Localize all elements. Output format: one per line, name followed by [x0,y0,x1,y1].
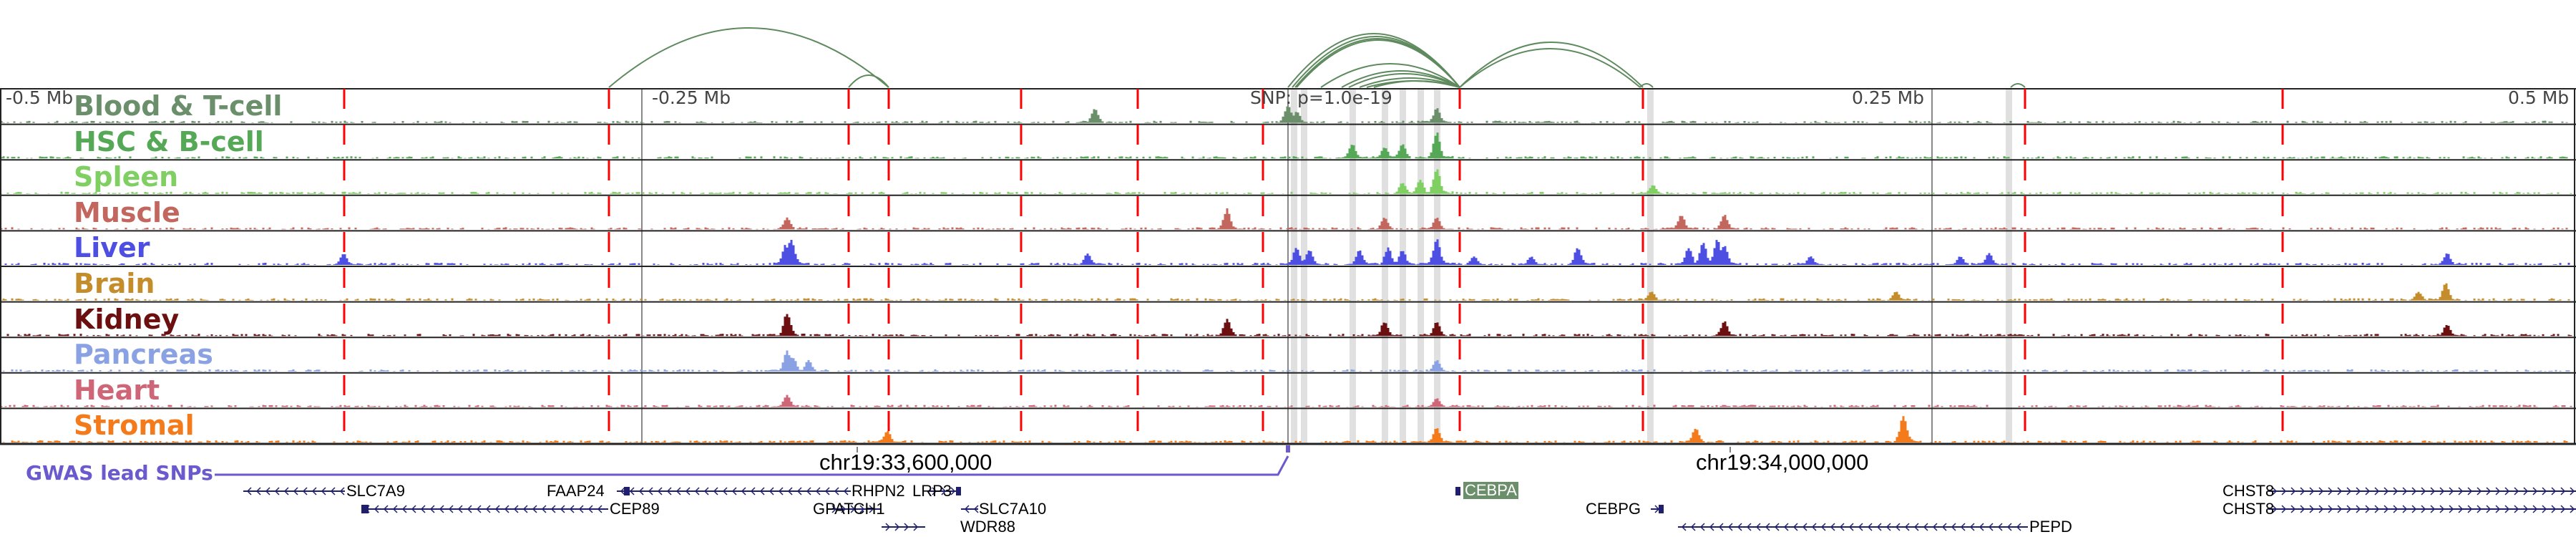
gwas-snp-connector [215,455,1289,476]
axis-label-minus-quarter: -0.25 Mb [652,87,731,108]
axis-label-snp: SNP: p=1.0e-19 [1250,87,1392,108]
gene-model-rhpn2[interactable] [617,487,851,495]
strand-arrow-icon [1681,523,2021,531]
gene-label-cep89[interactable]: CEP89 [610,500,660,518]
signal-track-path [0,106,2568,123]
strand-arrow-icon [246,487,345,495]
strand-arrow-icon [932,487,956,495]
chromatin-loop-arc [1459,48,1641,88]
signal-track-path [0,169,2572,194]
gene-label-chst8-2[interactable]: CHST8 [2223,500,2275,518]
chromatin-loop-arc [1459,42,1644,88]
gene-label-slc7a9[interactable]: SLC7A9 [346,482,405,500]
axis-label-plus-quarter: 0.25 Mb [1852,87,1925,108]
chromatin-loop-arc [1341,70,1460,88]
gene-label-pepd[interactable]: PEPD [2029,518,2072,536]
signal-track-path [0,208,2568,230]
chromatin-loop-arc [1359,77,1460,88]
exon-block [956,487,961,495]
chromatin-loop-arc [848,74,889,88]
axis-label-right: 0.5 Mb [2508,87,2570,108]
signal-track-path [0,132,2568,159]
coordinate-label-left: chr19:33,600,000 [819,450,992,475]
gene-label-wdr88[interactable]: WDR88 [960,518,1016,536]
gene-label-slc7a10[interactable]: SLC7A10 [979,500,1047,518]
gene-label-cebpg[interactable]: CEBPG [1586,500,1641,518]
gene-label-faap24[interactable]: FAAP24 [547,482,605,500]
track-label-hsc-b-cell: HSC & B-cell [74,125,264,158]
gene-model-slc7a9[interactable] [243,487,345,495]
chromatin-loop-arc [2010,83,2026,88]
chromatin-loop-arc [608,27,889,88]
exon-block [361,505,369,513]
chromatin-loop-arc [1296,39,1460,88]
signal-track-path [0,283,2570,301]
chromatin-loop-arc [1320,63,1460,88]
track-label-muscle: Muscle [74,196,180,228]
signal-track-path [0,395,2572,407]
axis-label-left: -0.5 Mb [6,87,74,108]
strand-arrow-icon [831,505,874,513]
signal-track-path [2,416,2568,442]
signal-track-path [6,314,2572,337]
track-label-spleen: Spleen [74,161,179,193]
strand-arrow-icon [964,505,979,513]
track-label-pancreas: Pancreas [74,339,213,371]
chromatin-loop-arc [1348,73,1460,88]
chromatin-loop-arc [1639,83,1654,88]
strand-arrow-icon [2272,505,2575,513]
gene-label-chst8[interactable]: CHST8 [2223,482,2275,500]
track-label-brain: Brain [74,268,155,299]
gene-label-lrp3[interactable]: LRP3 [912,482,952,500]
gene-model-cep89[interactable] [361,505,608,513]
track-label-stromal: Stromal [74,410,195,442]
gene-label-rhpn2[interactable]: RHPN2 [852,482,905,500]
gene-model-pepd[interactable] [1678,523,2028,531]
exon-block [1659,505,1664,513]
gene-model-wdr88[interactable] [882,523,925,531]
signal-track-path [2,350,2570,372]
exon-block [624,487,630,495]
gene-model-slc7a10[interactable] [961,505,979,513]
gene-model-chst8[interactable] [2268,487,2576,495]
track-label-heart: Heart [74,374,160,406]
signal-track-path [4,239,2570,265]
gwas-snp-marker[interactable] [1286,445,1290,453]
strand-arrow-icon [2272,487,2575,495]
gene-label-gpatch1[interactable]: GPATCH1 [813,500,885,518]
coordinate-label-right: chr19:34,000,000 [1696,450,1869,475]
track-label-blood-t-cell: Blood & T-cell [74,90,283,122]
track-label-liver: Liver [74,232,150,264]
signal-tracks [0,88,2576,445]
gene-model-chst8-2[interactable] [2268,505,2576,513]
track-label-kidney: Kidney [74,303,180,335]
chromatin-loop-arcs [608,27,2026,88]
strand-arrow-icon [885,523,919,531]
gene-annotation-track [215,445,2576,531]
gene-model-gpatch1[interactable] [828,505,880,513]
strand-arrow-icon [620,487,849,495]
exon-block [1455,487,1460,495]
gene-label-cebpa[interactable]: CEBPA [1463,481,1518,499]
gene-model-lrp3[interactable] [928,487,961,495]
chromatin-loop-arc [1373,80,1460,88]
gwas-track-label: GWAS lead SNPs [26,461,213,485]
